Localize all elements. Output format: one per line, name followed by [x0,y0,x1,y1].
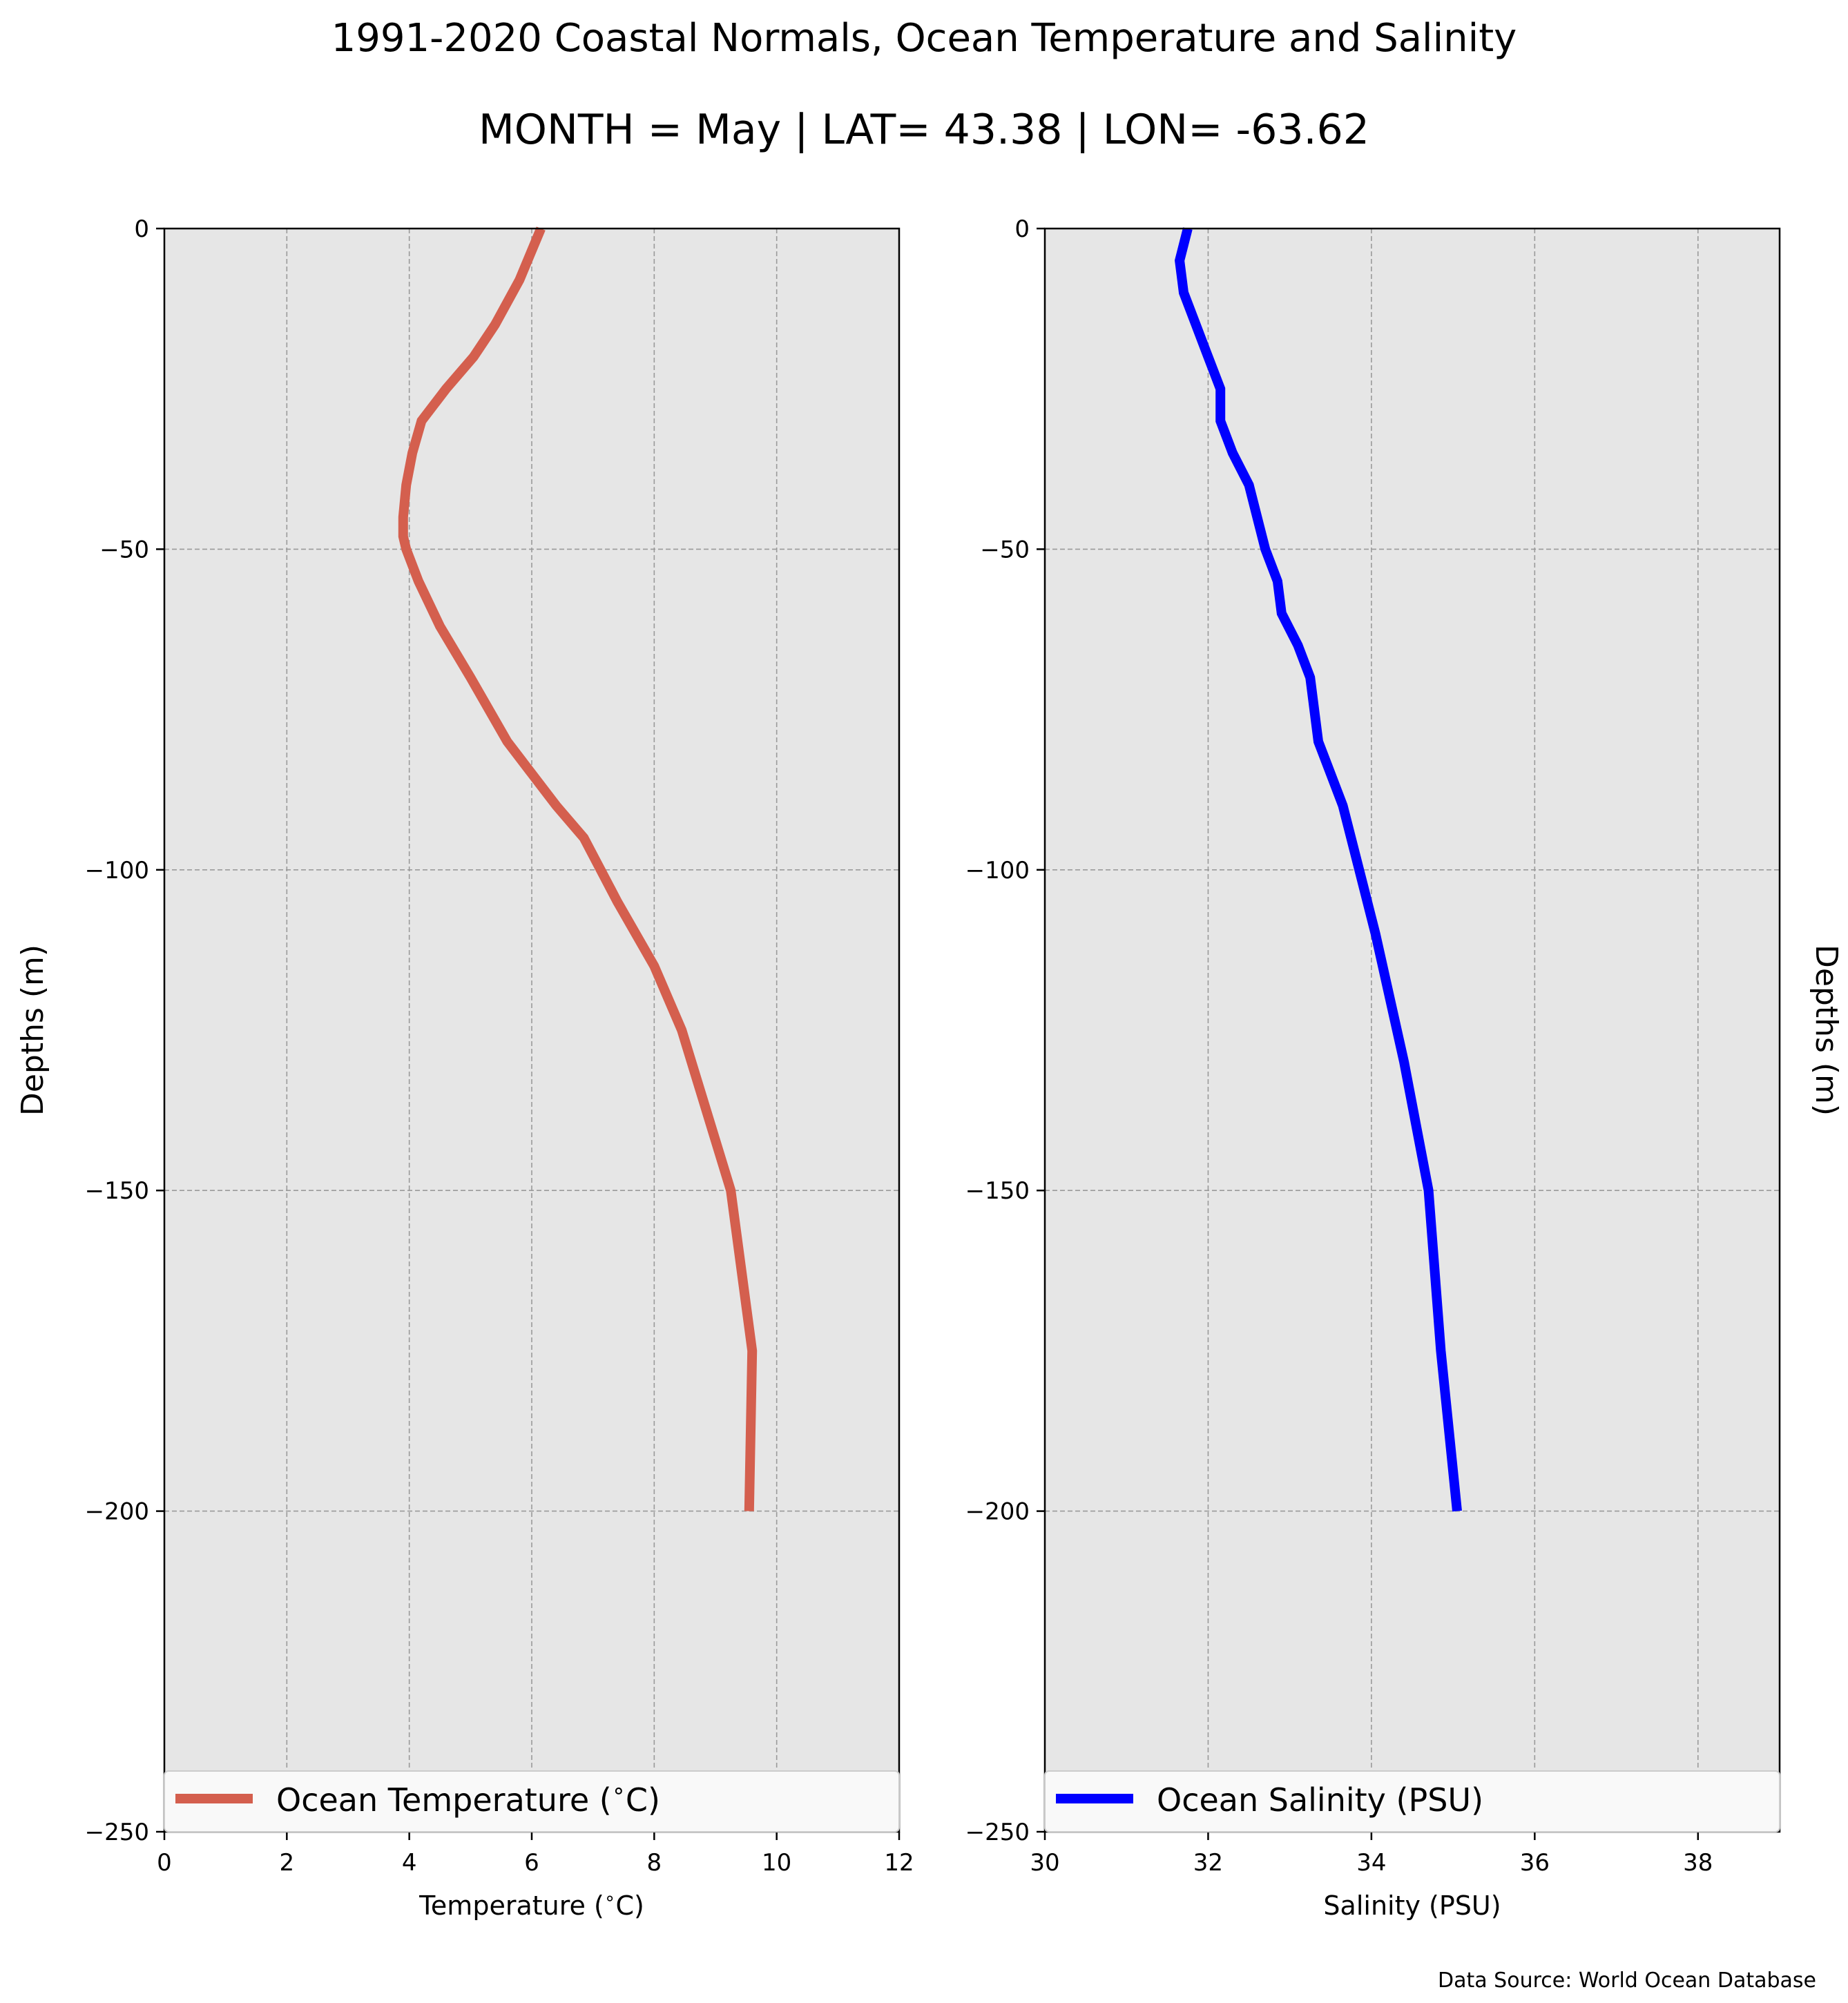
y-tick-label: −50 [980,536,1030,563]
salinity-legend-label: Ocean Salinity (PSU) [1157,1781,1483,1819]
temperature-panel: 0 2 4 6 8 10 12 0 −50 −100 −150 −200 −250 Ocean Temp… [15,215,914,1921]
y-tick-label: −100 [85,857,149,884]
y-tick-label: −50 [99,536,149,563]
y-tick-label: −150 [965,1177,1030,1205]
temperature-y-axis-label: Depths (m) [15,945,50,1116]
salinity-x-axis-label: Salinity (PSU) [1323,1890,1501,1921]
x-tick-label: 38 [1683,1849,1713,1877]
figure-title: 1991-2020 Coastal Normals, Ocean Tempera… [331,16,1517,61]
data-source-note: Data Source: World Ocean Database [1438,1968,1816,1993]
x-tick-label: 2 [280,1849,295,1877]
temperature-legend-box [164,1770,900,1832]
y-tick-label: 0 [134,215,149,243]
salinity-series [1174,227,1462,1512]
x-tick-label: 30 [1030,1849,1059,1877]
y-tick-label: −250 [965,1819,1030,1846]
temperature-series [398,226,758,1511]
y-tick-label: −200 [85,1498,149,1526]
salinity-legend-box [1044,1770,1780,1832]
x-tick-label: 32 [1193,1849,1223,1877]
temperature-ticks: 0 2 4 6 8 10 12 0 −50 −100 −150 −200 −250 [85,215,914,1877]
x-tick-label: 36 [1520,1849,1550,1877]
y-tick-label: −100 [965,857,1030,884]
y-tick-label: −150 [85,1177,149,1205]
salinity-legend: Ocean Salinity (PSU) [1044,1770,1780,1832]
x-tick-label: 34 [1356,1849,1386,1877]
x-tick-label: 6 [524,1849,539,1877]
x-tick-label: 10 [762,1849,791,1877]
x-tick-label: 4 [402,1849,417,1877]
temperature-legend-label: Ocean Temperature (∘C) [276,1777,660,1819]
x-tick-label: 12 [884,1849,914,1877]
salinity-panel: 30 32 34 36 38 0 −50 −100 −150 −200 −250 Ocean Sal… [965,215,1844,1921]
series-line [1174,227,1462,1512]
salinity-y-axis-label: Depths (m) [1809,945,1844,1116]
figure-subtitle: MONTH = May | LAT= 43.38 | LON= -63.62 [479,106,1369,154]
y-tick-label: −200 [965,1498,1030,1526]
salinity-ticks: 30 32 34 36 38 0 −50 −100 −150 −200 −250 [965,215,1713,1877]
temperature-x-axis-label: Temperature (∘C) [418,1888,644,1922]
series-line [398,226,758,1511]
x-tick-label: 0 [157,1849,172,1877]
y-tick-label: −250 [85,1819,149,1846]
salinity-plot-area [1045,229,1780,1832]
y-tick-label: 0 [1014,215,1030,243]
x-tick-label: 8 [647,1849,662,1877]
temperature-legend: Ocean Temperature (∘C) [164,1770,900,1832]
